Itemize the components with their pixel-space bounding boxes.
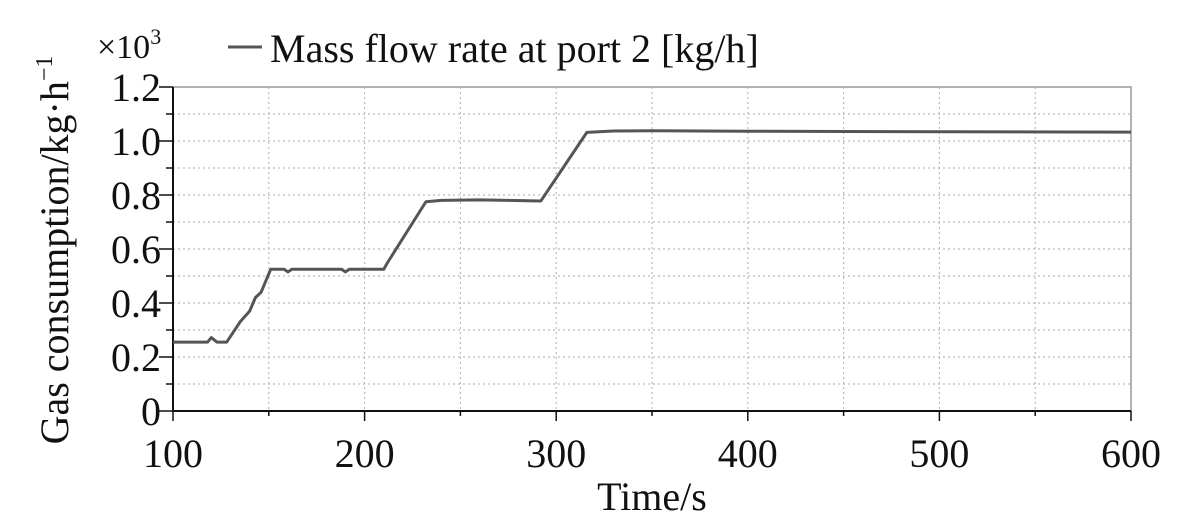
y-tick-label: 0.4	[111, 281, 161, 326]
y-tick-label: 1.2	[111, 65, 161, 110]
x-axis-label: Time/s	[597, 474, 707, 519]
y-multiplier-exp: 3	[150, 24, 161, 49]
y-tick-label: 1.0	[111, 119, 161, 164]
y-tick-label: 0.6	[111, 227, 161, 272]
legend-label: Mass flow rate at port 2 [kg/h]	[270, 26, 759, 71]
x-tick-label: 300	[526, 431, 586, 476]
x-tick-label: 400	[718, 431, 778, 476]
x-tick-label: 500	[909, 431, 969, 476]
x-tick-label: 200	[335, 431, 395, 476]
y-label-text: Gas consumption/kg·h	[32, 81, 77, 444]
data-line	[173, 129, 1132, 344]
y-label-exp: −1	[32, 56, 58, 82]
y-tick-label: 0.2	[111, 335, 161, 380]
y-multiplier-base: ×10	[97, 29, 150, 66]
y-tick-label: 0.8	[111, 173, 161, 218]
y-tick-label: 0	[141, 389, 161, 434]
y-axis-label: Gas consumption/kg·h−1	[32, 56, 77, 445]
y-multiplier: ×103	[97, 24, 161, 66]
x-tick-label: 100	[143, 431, 203, 476]
x-tick-label: 600	[1101, 431, 1161, 476]
